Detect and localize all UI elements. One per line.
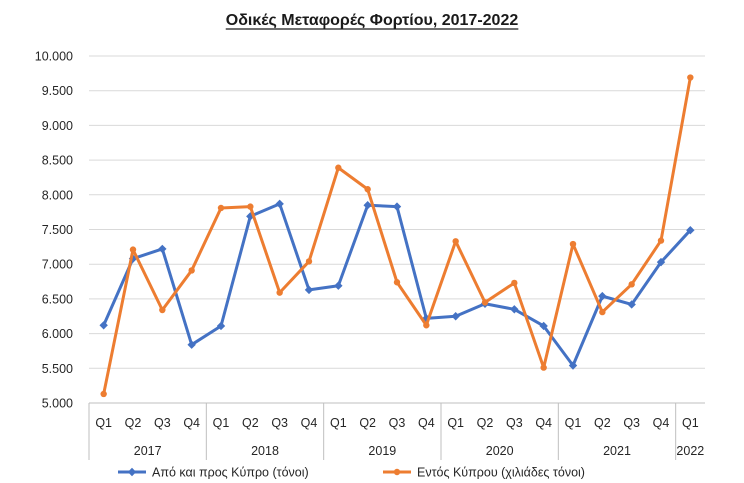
data-point — [247, 203, 254, 210]
data-point — [363, 201, 372, 210]
legend-item: Εντός Κύπρου (χιλιάδες τόνοι) — [383, 466, 585, 480]
y-axis: 5.000 5.500 6.000 6.500 7.000 7.500 8.000 8.500… — [35, 50, 73, 411]
x-tick-label: Q4 — [418, 416, 435, 430]
data-point — [392, 202, 402, 211]
y-tick-label: 10.000 — [35, 50, 73, 64]
chart-title: Οδικές Μεταφορές Φορτίου, 2017-2022 — [226, 12, 519, 29]
data-point — [598, 291, 607, 301]
data-point — [305, 258, 313, 265]
data-point — [452, 238, 459, 245]
data-point — [99, 321, 108, 330]
x-tick-label: Q4 — [535, 416, 552, 430]
data-point — [216, 321, 226, 331]
x-tick-label: Q1 — [682, 416, 699, 430]
x-tick-label: Q2 — [242, 416, 259, 430]
grid-lines — [89, 55, 705, 404]
series-2 — [100, 74, 694, 398]
legend-marker — [127, 467, 137, 477]
legend: Από και προς Κύπρο (τόνοι) Εντός Κύπρου (… — [118, 466, 585, 480]
y-tick-label: 8.000 — [42, 188, 73, 202]
legend-label: Εντός Κύπρου (χιλιάδες τόνοι) — [417, 466, 585, 480]
y-tick-label: 6.000 — [42, 327, 73, 341]
x-tick-label: Q3 — [271, 416, 288, 430]
data-point — [451, 312, 460, 321]
legend-marker — [393, 468, 401, 476]
x-tick-label: Q1 — [565, 416, 582, 430]
year-label: 2018 — [251, 444, 279, 458]
year-label: 2022 — [676, 444, 704, 458]
data-point — [217, 204, 225, 212]
data-point — [627, 300, 636, 309]
x-tick-label: Q3 — [506, 416, 523, 430]
data-point — [334, 281, 343, 290]
data-point — [304, 285, 314, 295]
data-point — [188, 267, 195, 274]
data-point — [539, 321, 548, 331]
data-point — [687, 74, 694, 81]
y-tick-label: 5.000 — [42, 397, 73, 411]
year-label: 2020 — [486, 444, 514, 458]
x-tick-label: Q2 — [477, 416, 494, 430]
x-tick-label: Q1 — [213, 416, 230, 430]
data-point — [540, 364, 547, 371]
x-tick-label: Q4 — [301, 416, 318, 430]
data-point — [364, 186, 371, 193]
data-point — [159, 306, 166, 314]
data-point — [129, 246, 137, 253]
x-tick-label: Q3 — [389, 416, 406, 430]
y-tick-label: 7.500 — [42, 223, 73, 237]
data-point — [393, 279, 401, 286]
data-point — [568, 361, 578, 370]
data-point — [276, 289, 283, 296]
data-point — [158, 244, 167, 254]
x-tick-label: Q1 — [330, 416, 347, 430]
data-point — [423, 322, 430, 329]
x-tick-label: Q1 — [95, 416, 112, 430]
data-point — [628, 281, 635, 288]
data-point — [510, 305, 519, 314]
data-point — [187, 340, 196, 349]
x-tick-label: Q1 — [447, 416, 464, 430]
x-tick-label: Q2 — [594, 416, 611, 430]
data-point — [656, 257, 666, 267]
data-point — [657, 237, 665, 244]
year-label: 2021 — [603, 444, 631, 458]
series-lines — [99, 74, 695, 398]
x-tick-label: Q2 — [359, 416, 376, 430]
year-label: 2019 — [368, 444, 396, 458]
data-point — [686, 225, 695, 235]
x-axis: Q1 Q2 Q3 Q4 Q1 Q2 Q3 Q4 Q1 Q2 Q3 Q4 Q1 Q2 Q3 Q4 Q1 Q2 Q3 Q4… — [88, 402, 705, 460]
data-point — [100, 390, 107, 398]
legend-item: Από και προς Κύπρο (τόνοι) — [118, 466, 309, 480]
data-point — [275, 199, 284, 209]
year-label: 2017 — [134, 444, 162, 458]
x-tick-label: Q2 — [125, 416, 142, 430]
y-tick-label: 5.500 — [42, 362, 73, 376]
data-point — [569, 240, 577, 248]
x-tick-label: Q4 — [653, 416, 670, 430]
x-tick-label: Q4 — [183, 416, 200, 430]
data-point — [511, 279, 518, 287]
x-tick-label: Q3 — [623, 416, 640, 430]
y-tick-label: 8.500 — [42, 154, 73, 168]
data-point — [481, 299, 489, 306]
y-tick-label: 6.500 — [42, 292, 73, 306]
x-tick-label: Q3 — [154, 416, 171, 430]
y-tick-label: 9.000 — [42, 119, 73, 133]
data-point — [599, 308, 606, 316]
y-tick-label: 7.000 — [42, 258, 73, 272]
y-tick-label: 9.500 — [42, 84, 73, 98]
data-point — [335, 164, 342, 171]
legend-label: Από και προς Κύπρο (τόνοι) — [152, 466, 309, 480]
